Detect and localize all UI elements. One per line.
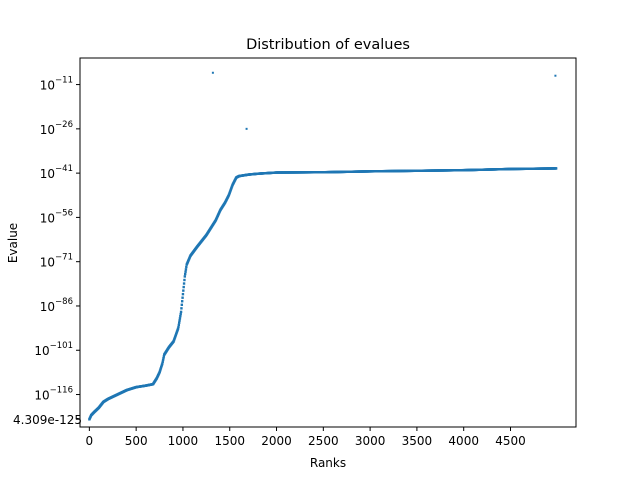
data-point [177, 325, 180, 329]
data-point [161, 362, 164, 365]
x-axis-label: Ranks [310, 456, 346, 470]
data-point [184, 268, 188, 271]
data-point [180, 300, 184, 303]
x-tick-label: 1000 [168, 434, 199, 448]
y-tick-label: 10−116 [34, 386, 73, 403]
outlier-point [211, 71, 214, 74]
y-tick-label: 10−56 [40, 208, 73, 225]
data-point [183, 278, 186, 282]
data-point [182, 285, 185, 289]
x-tick-label: 2000 [261, 434, 292, 448]
outlier-point [554, 74, 557, 77]
data-point [181, 296, 184, 299]
data-point [162, 355, 166, 358]
plot-area [79, 57, 577, 428]
data-point [179, 315, 182, 318]
data-point [161, 358, 165, 362]
data-point [181, 292, 185, 296]
x-tick-label: 2500 [308, 434, 339, 448]
y-tick-label: 10−71 [40, 253, 73, 270]
data-point [179, 310, 183, 314]
y-tick-label: 10−101 [34, 341, 73, 358]
data-point [176, 327, 180, 330]
y-tick-label: 10−26 [40, 120, 73, 137]
x-tick-label: 4000 [448, 434, 479, 448]
x-tick-label: 0 [86, 434, 94, 448]
outlier-points [211, 71, 557, 130]
data-point [182, 282, 186, 285]
min-evalue-annotation: 4.309e-125 [13, 413, 82, 427]
data-point [178, 321, 181, 324]
data-point [180, 307, 183, 310]
x-tick-label: 1500 [214, 434, 245, 448]
y-axis-label: Evalue [6, 223, 20, 263]
data-point [183, 275, 187, 278]
data-point [180, 303, 184, 306]
data-point [184, 270, 187, 273]
data-point [554, 167, 558, 170]
y-tick-label: 10−41 [40, 164, 73, 181]
data-point [179, 312, 182, 316]
y-tick-label: 10−86 [40, 297, 73, 314]
x-tick-label: 4500 [495, 434, 526, 448]
data-point [178, 319, 181, 322]
y-axis-ticks: 10−116 10−101 10−86 10−71 10−56 10−41 10−26 10−… [34, 76, 80, 420]
x-axis-ticks: 0 500 1000 1500 2000 2500 3000 3500 4000 4500 [86, 427, 526, 448]
data-point [162, 357, 165, 360]
x-tick-label: 500 [125, 434, 148, 448]
chart-title: Distribution of evalues [246, 37, 410, 53]
x-tick-label: 3500 [402, 434, 433, 448]
data-point [161, 360, 164, 363]
data-point [185, 265, 188, 269]
series-evalues [88, 167, 558, 421]
data-point [182, 289, 185, 292]
y-tick-label: 10−11 [40, 76, 73, 93]
x-tick-label: 3000 [355, 434, 386, 448]
data-point [183, 272, 187, 276]
data-point [178, 317, 182, 320]
outlier-point [245, 127, 248, 130]
data-point [177, 323, 181, 327]
